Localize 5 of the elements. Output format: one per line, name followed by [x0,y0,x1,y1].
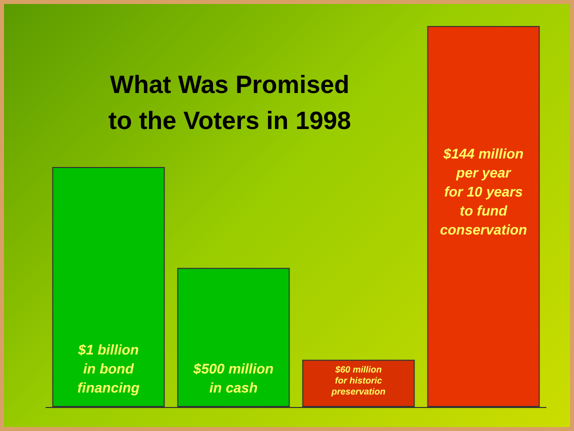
annotation: $144 million per year for 10 years to fund conservation [440,146,528,238]
annotation: $1 billion in bond financing [77,342,140,396]
annotation: $500 million in cash [192,360,274,396]
text: What Was Promised to the Voters in 1998 [108,71,352,135]
annotation: $60 million for historic preservation [330,364,386,396]
